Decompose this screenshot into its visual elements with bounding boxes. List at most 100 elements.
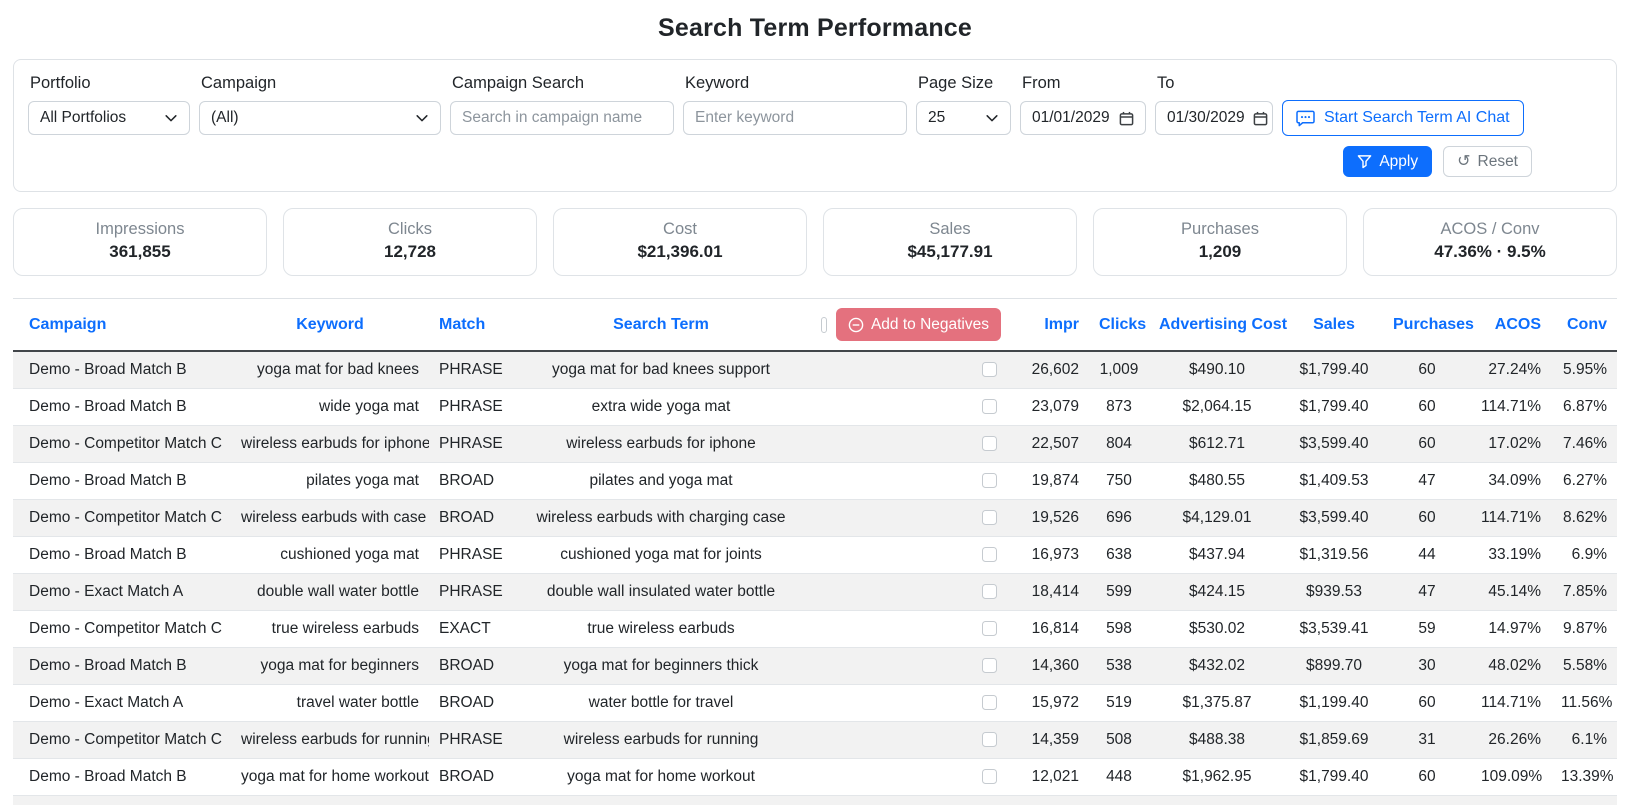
cell-search-term: yoga mat for beginners thick [511,647,811,685]
chevron-down-icon [415,111,429,125]
col-header-impr[interactable]: Impr [1011,298,1089,352]
cell-clicks: 804 [1089,425,1149,463]
select-all-checkbox[interactable] [821,316,827,333]
cell-advertising-cost: $424.15 [1149,573,1285,611]
cell-acos: 26.26% [1471,721,1551,759]
row-checkbox[interactable] [982,547,997,563]
cell-sales: $1,199.40 [1285,684,1383,722]
cell-clicks: 538 [1089,647,1149,685]
calendar-icon[interactable] [1253,111,1268,126]
cell-purchases: 60 [1383,388,1471,426]
add-to-negatives-button[interactable]: Add to Negatives [835,308,1001,341]
cell-conv: 11.56% [1551,684,1617,722]
keyword-input[interactable] [683,101,907,135]
cell-keyword: wide yoga mat [231,388,429,426]
from-date-input[interactable]: 01/01/2029 [1020,101,1146,135]
summary-label: Clicks [388,220,432,238]
cell-campaign: Demo - Broad Match B [13,536,231,574]
col-header-advertising-cost[interactable]: Advertising Cost [1149,298,1287,352]
cell-clicks: 638 [1089,536,1149,574]
cell-conv: 8.62% [1551,499,1617,537]
row-checkbox[interactable] [982,362,997,378]
cell-conv: 5.58% [1551,647,1617,685]
cell-clicks: 599 [1089,573,1149,611]
cell-match-type: PHRASE [429,573,511,611]
col-header-purchases[interactable]: Purchases [1383,298,1474,352]
cell-impressions: 12,021 [1011,758,1089,796]
cell-clicks: 508 [1089,721,1149,759]
calendar-icon[interactable] [1119,111,1134,126]
cell-search-term: wireless earbuds for iphone [511,425,811,463]
summary-card-cost: Cost $21,396.01 [553,208,807,276]
col-header-sales[interactable]: Sales [1285,298,1383,352]
row-checkbox[interactable] [982,621,997,637]
table-body: Demo - Broad Match B yoga mat for bad kn… [13,351,1617,796]
cell-acos: 114.71% [1471,684,1551,722]
summary-value: 12,728 [384,242,436,261]
row-checkbox[interactable] [982,584,997,600]
reset-button[interactable]: ↺ Reset [1443,146,1532,177]
cell-keyword: yoga mat for bad knees [231,351,429,389]
cell-clicks: 873 [1089,388,1149,426]
cell-sales: $1,799.40 [1285,351,1383,389]
campaign-select[interactable]: (All) [199,101,441,135]
portfolio-select[interactable]: All Portfolios [28,101,190,135]
row-checkbox[interactable] [982,399,997,415]
table-row: Demo - Broad Match B cushioned yoga mat … [13,536,1617,574]
cell-search-term: water bottle for travel [511,684,811,722]
summary-label: Sales [929,220,971,238]
cell-acos: 17.02% [1471,425,1551,463]
cell-advertising-cost: $437.94 [1149,536,1285,574]
portfolio-label: Portfolio [30,74,91,92]
to-date-value: 01/30/2029 [1167,109,1245,126]
cell-campaign: Demo - Competitor Match C [13,425,231,463]
cell-campaign: Demo - Broad Match B [13,351,231,389]
col-header-keyword[interactable]: Keyword [231,298,429,352]
summary-card-purchases: Purchases 1,209 [1093,208,1347,276]
cell-keyword: travel water bottle [231,684,429,722]
col-header-conv[interactable]: Conv [1551,298,1617,352]
cell-keyword: double wall water bottle [231,573,429,611]
row-checkbox[interactable] [982,732,997,748]
campaign-search-input[interactable] [450,101,674,135]
cell-campaign: Demo - Broad Match B [13,388,231,426]
cell-impressions: 19,526 [1011,499,1089,537]
cell-conv: 6.9% [1551,536,1617,574]
cell-search-term: extra wide yoga mat [511,388,811,426]
col-header-acos[interactable]: ACOS [1471,298,1551,352]
start-ai-chat-label: Start Search Term AI Chat [1324,109,1510,126]
cell-purchases: 30 [1383,647,1471,685]
col-header-campaign[interactable]: Campaign [13,298,231,352]
row-checkbox[interactable] [982,473,997,489]
row-checkbox[interactable] [982,769,997,785]
cell-impressions: 16,814 [1011,610,1089,648]
cell-impressions: 23,079 [1011,388,1089,426]
cell-conv: 6.1% [1551,721,1617,759]
cell-campaign: Demo - Broad Match B [13,462,231,500]
row-checkbox[interactable] [982,658,997,674]
cell-match-type: PHRASE [429,388,511,426]
cell-match-type: PHRASE [429,425,511,463]
col-header-match[interactable]: Match [429,298,511,352]
cell-clicks: 1,009 [1089,351,1149,389]
reset-button-label: Reset [1477,152,1519,170]
col-header-clicks[interactable]: Clicks [1089,298,1149,352]
cell-campaign: Demo - Broad Match B [13,758,231,796]
row-checkbox[interactable] [982,436,997,452]
row-checkbox[interactable] [982,695,997,711]
cell-impressions: 19,874 [1011,462,1089,500]
cell-conv: 9.87% [1551,610,1617,648]
row-checkbox[interactable] [982,510,997,526]
cell-impressions: 14,360 [1011,647,1089,685]
to-date-input[interactable]: 01/30/2029 [1155,101,1273,135]
campaign-search-label: Campaign Search [452,74,585,92]
cell-conv: 13.39% [1551,758,1617,796]
summary-card-impressions: Impressions 361,855 [13,208,267,276]
cell-sales: $1,859.69 [1285,721,1383,759]
col-header-search-term[interactable]: Search Term [511,298,811,352]
page-size-select[interactable]: 25 [916,101,1011,135]
funnel-icon [1357,154,1372,169]
table-row: Demo - Competitor Match C wireless earbu… [13,499,1617,537]
start-ai-chat-button[interactable]: Start Search Term AI Chat [1282,100,1524,136]
apply-button[interactable]: Apply [1343,146,1433,177]
